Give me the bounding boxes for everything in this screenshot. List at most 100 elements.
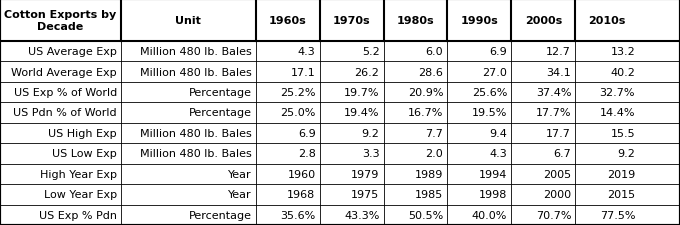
Bar [121, 144, 256, 164]
Text: 40.2: 40.2 [610, 67, 635, 77]
Text: 35.6%: 35.6% [280, 210, 316, 220]
Text: Percentage: Percentage [188, 108, 252, 118]
Bar [384, 0, 447, 42]
Text: US High Exp: US High Exp [48, 128, 117, 138]
Text: 14.4%: 14.4% [600, 108, 635, 118]
Text: 25.0%: 25.0% [280, 108, 316, 118]
Bar [575, 164, 639, 184]
Bar [575, 144, 639, 164]
Bar [447, 103, 511, 123]
Text: Unit: Unit [175, 16, 201, 26]
Bar [121, 62, 256, 82]
Bar [121, 184, 256, 205]
Text: 1970s: 1970s [333, 16, 371, 26]
Bar [447, 123, 511, 144]
Text: 37.4%: 37.4% [536, 88, 571, 98]
Text: 28.6: 28.6 [418, 67, 443, 77]
Bar [320, 144, 384, 164]
Bar [121, 123, 256, 144]
Text: 2000s: 2000s [525, 16, 562, 26]
Bar [384, 164, 447, 184]
Text: 1989: 1989 [415, 169, 443, 179]
Text: 19.7%: 19.7% [344, 88, 379, 98]
Text: US Pdn % of World: US Pdn % of World [14, 108, 117, 118]
Text: US Exp % Pdn: US Exp % Pdn [39, 210, 117, 220]
Bar [0, 123, 121, 144]
Bar [447, 205, 511, 225]
Bar [384, 184, 447, 205]
Text: 17.1: 17.1 [291, 67, 316, 77]
Bar [320, 82, 384, 103]
Bar [320, 184, 384, 205]
Bar [447, 62, 511, 82]
Text: 1980s: 1980s [396, 16, 435, 26]
Text: 25.6%: 25.6% [472, 88, 507, 98]
Bar [320, 62, 384, 82]
Bar [0, 205, 121, 225]
Bar [256, 144, 320, 164]
Text: 27.0: 27.0 [482, 67, 507, 77]
Text: World Average Exp: World Average Exp [12, 67, 117, 77]
Text: 2.0: 2.0 [426, 149, 443, 159]
Text: 1994: 1994 [479, 169, 507, 179]
Bar [511, 0, 575, 42]
Text: 4.3: 4.3 [490, 149, 507, 159]
Bar [511, 103, 575, 123]
Bar [384, 62, 447, 82]
Text: 1960s: 1960s [269, 16, 307, 26]
Bar [320, 164, 384, 184]
Bar [447, 42, 511, 62]
Bar [384, 82, 447, 103]
Text: 3.3: 3.3 [362, 149, 379, 159]
Text: 1975: 1975 [351, 189, 379, 199]
Text: 7.7: 7.7 [426, 128, 443, 138]
Bar [0, 82, 121, 103]
Text: 6.7: 6.7 [554, 149, 571, 159]
Text: 43.3%: 43.3% [344, 210, 379, 220]
Bar [575, 103, 639, 123]
Bar [121, 82, 256, 103]
Text: 16.7%: 16.7% [408, 108, 443, 118]
Bar [256, 205, 320, 225]
Text: 70.7%: 70.7% [536, 210, 571, 220]
Text: 2.8: 2.8 [298, 149, 316, 159]
Bar [511, 62, 575, 82]
Text: 15.5: 15.5 [611, 128, 635, 138]
Bar [0, 42, 121, 62]
Text: 2005: 2005 [543, 169, 571, 179]
Text: 5.2: 5.2 [362, 47, 379, 57]
Text: Year: Year [228, 169, 252, 179]
Text: 2019: 2019 [607, 169, 635, 179]
Bar [447, 0, 511, 42]
Bar [0, 184, 121, 205]
Text: 12.7: 12.7 [546, 47, 571, 57]
Bar [256, 42, 320, 62]
Text: Percentage: Percentage [188, 210, 252, 220]
Text: 1979: 1979 [351, 169, 379, 179]
Bar [447, 82, 511, 103]
Bar [256, 62, 320, 82]
Bar [511, 164, 575, 184]
Text: High Year Exp: High Year Exp [40, 169, 117, 179]
Text: 17.7: 17.7 [546, 128, 571, 138]
Bar [0, 0, 121, 42]
Text: 19.4%: 19.4% [344, 108, 379, 118]
Text: 2010s: 2010s [589, 16, 626, 26]
Text: Low Year Exp: Low Year Exp [44, 189, 117, 199]
Bar [511, 82, 575, 103]
Bar [256, 82, 320, 103]
Text: Million 480 lb. Bales: Million 480 lb. Bales [140, 47, 252, 57]
Text: 9.4: 9.4 [490, 128, 507, 138]
Text: 25.2%: 25.2% [280, 88, 316, 98]
Bar [575, 42, 639, 62]
Text: US Average Exp: US Average Exp [28, 47, 117, 57]
Text: 20.9%: 20.9% [408, 88, 443, 98]
Bar [384, 123, 447, 144]
Text: Million 480 lb. Bales: Million 480 lb. Bales [140, 128, 252, 138]
Bar [511, 144, 575, 164]
Bar [320, 0, 384, 42]
Bar [320, 103, 384, 123]
Text: 1985: 1985 [415, 189, 443, 199]
Bar [121, 103, 256, 123]
Text: 4.3: 4.3 [298, 47, 316, 57]
